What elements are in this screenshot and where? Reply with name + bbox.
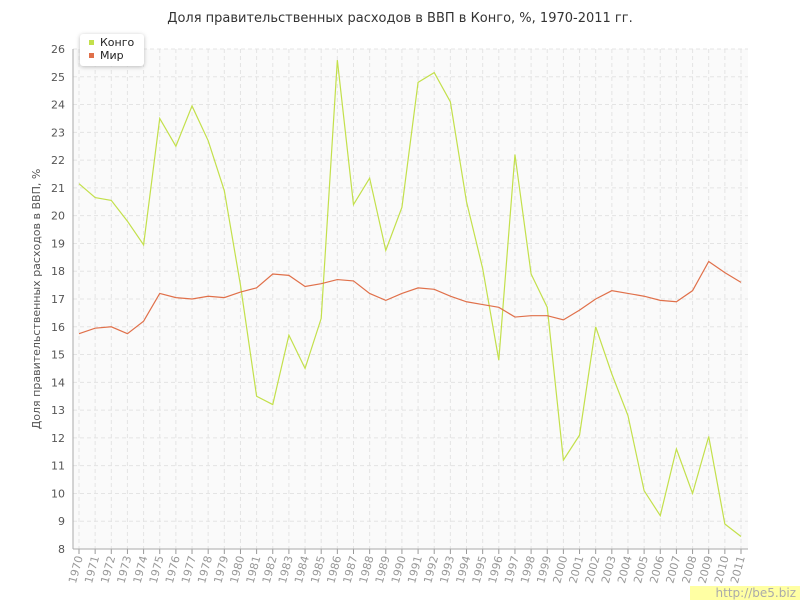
y-tick-label: 18 [51,265,65,278]
y-tick-label: 8 [58,543,65,556]
y-tick-label: 10 [51,487,65,500]
y-tick-label: 11 [51,460,65,473]
legend-swatch [89,53,94,58]
watermark: http://be5.biz [716,586,796,600]
y-tick-label: 9 [58,515,65,528]
y-tick-label: 19 [51,237,65,250]
series-line [78,260,742,335]
chart-title: Доля правительственных расходов в ВВП в … [167,11,632,26]
y-tick-label: 15 [51,349,65,362]
y-tick-label: 13 [51,404,65,417]
y-tick-label: 16 [51,321,65,334]
y-tick-label: 21 [51,182,65,195]
legend-swatch [89,40,94,45]
y-tick-label: 25 [51,71,65,84]
legend-label: Мир [100,49,124,62]
y-tick-label: 17 [51,293,65,306]
y-tick-label: 24 [51,99,65,112]
y-axis-label: Доля правительственных расходов в ВВП, % [30,169,43,430]
legend-label: Конго [100,36,135,49]
y-tick-label: 14 [51,376,65,389]
y-tick-label: 20 [51,210,65,223]
y-tick-label: 23 [51,126,65,139]
watermark-bg [690,586,800,600]
y-tick-label: 26 [51,43,65,56]
series-line [78,60,742,537]
y-tick-label: 22 [51,154,65,167]
legend-box [80,34,144,66]
y-tick-label: 12 [51,432,65,445]
